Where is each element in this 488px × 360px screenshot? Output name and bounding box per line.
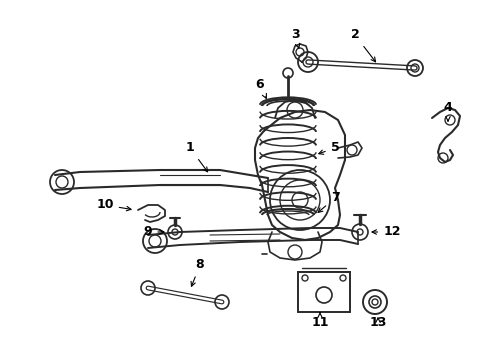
Text: 9: 9	[143, 225, 163, 238]
Text: 4: 4	[443, 102, 451, 121]
Text: 11: 11	[311, 312, 328, 328]
FancyBboxPatch shape	[297, 272, 349, 312]
Text: 7: 7	[317, 192, 339, 212]
Text: 6: 6	[255, 78, 266, 98]
Text: 12: 12	[371, 225, 400, 238]
Text: 2: 2	[350, 28, 375, 62]
Text: 8: 8	[191, 258, 204, 286]
Text: 13: 13	[368, 315, 386, 328]
Text: 5: 5	[318, 141, 339, 154]
Text: 1: 1	[185, 141, 207, 172]
Text: 10: 10	[96, 198, 131, 211]
Text: 3: 3	[290, 28, 299, 48]
